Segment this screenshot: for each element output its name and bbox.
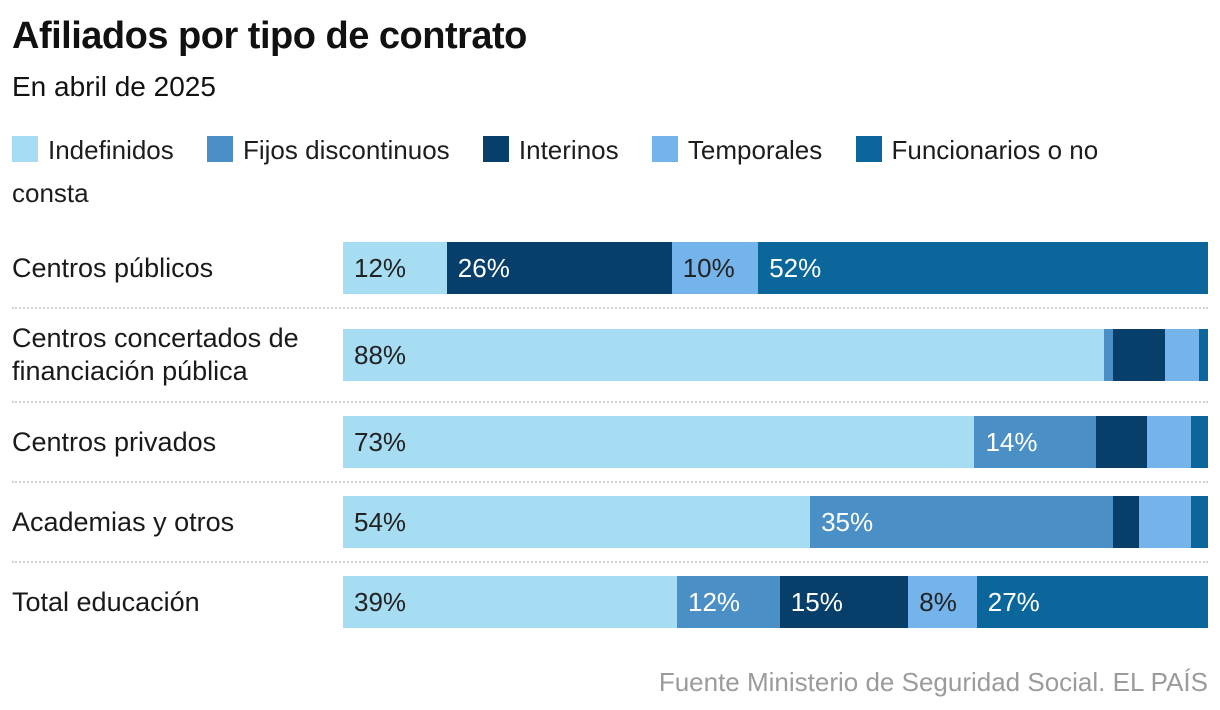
chart-row-centros-publicos: Centros públicos 12% 26% 10% 52% bbox=[12, 229, 1208, 310]
bar-segment-temporales: 8% bbox=[908, 576, 977, 629]
stacked-bar: 39% 12% 15% 8% 27% bbox=[343, 576, 1208, 629]
segment-value-label: 10% bbox=[682, 252, 735, 283]
bar-segment-indefinidos: 73% bbox=[343, 416, 975, 469]
stacked-bar: 12% 26% 10% 52% bbox=[343, 242, 1208, 295]
bar-segment-indefinidos: 39% bbox=[343, 576, 678, 629]
bar-segment-interinos: 26% bbox=[446, 242, 672, 295]
bar-segment-funcionarios-o-no-consta: 52% bbox=[758, 242, 1208, 295]
bar-segment-temporales bbox=[1138, 496, 1191, 549]
segment-value-label: 35% bbox=[821, 506, 874, 537]
row-label: Total educación bbox=[12, 586, 200, 617]
segment-value-label: 39% bbox=[354, 586, 407, 617]
legend-swatch-icon bbox=[12, 136, 38, 163]
segment-value-label: 52% bbox=[769, 252, 822, 283]
legend-swatch-icon bbox=[855, 136, 882, 163]
stacked-bar: 73% 14% bbox=[343, 416, 1208, 469]
bar-segment-temporales bbox=[1164, 329, 1200, 382]
segment-value-label: 8% bbox=[919, 586, 957, 617]
legend-item-fijos-discontinuos: Fijos discontinuos bbox=[181, 135, 450, 165]
segment-value-label: 26% bbox=[457, 252, 510, 283]
bar-segment-temporales bbox=[1147, 416, 1191, 469]
legend-swatch-icon bbox=[482, 136, 509, 163]
legend-item-funcionarios-o-no-consta: Funcionarios o no consta bbox=[12, 135, 1098, 208]
chart-row-total-educacion: Total educación 39% 12% 15% 8% 27% bbox=[12, 563, 1208, 641]
chart-row-centros-privados: Centros privados 73% 14% bbox=[12, 403, 1208, 484]
legend-swatch-icon bbox=[651, 136, 678, 163]
segment-value-label: 12% bbox=[688, 586, 741, 617]
bar-segment-funcionarios-o-no-consta bbox=[1190, 416, 1208, 469]
legend-label: Funcionarios o no consta bbox=[12, 135, 1099, 209]
chart: Centros públicos 12% 26% 10% 52% Centros conc… bbox=[12, 229, 1209, 641]
legend-item-interinos: Interinos bbox=[457, 135, 619, 165]
segment-value-label: 73% bbox=[354, 426, 407, 457]
bar-segment-interinos bbox=[1095, 416, 1148, 469]
segment-value-label: 15% bbox=[790, 586, 843, 617]
legend: Indefinidos Fijos discontinuos Interinos… bbox=[12, 129, 1147, 215]
bar-segment-funcionarios-o-no-consta bbox=[1199, 329, 1209, 382]
bar-segment-interinos: 15% bbox=[779, 576, 909, 629]
bar-segment-indefinidos: 88% bbox=[343, 329, 1105, 382]
row-label: Centros públicos bbox=[12, 252, 214, 283]
row-label: Centros privados bbox=[12, 426, 217, 457]
legend-item-temporales: Temporales bbox=[626, 135, 822, 165]
legend-label: Temporales bbox=[687, 135, 823, 166]
stacked-bar: 54% 35% bbox=[343, 496, 1208, 549]
page-subtitle: En abril de 2025 bbox=[12, 70, 216, 102]
source-note: Fuente Ministerio de Seguridad Social. E… bbox=[658, 667, 1208, 698]
bar-segment-fijos-discontinuos bbox=[1104, 329, 1113, 382]
bar-segment-fijos-discontinuos: 12% bbox=[677, 576, 780, 629]
segment-value-label: 88% bbox=[354, 339, 407, 370]
segment-value-label: 54% bbox=[354, 506, 407, 537]
bar-segment-temporales: 10% bbox=[671, 242, 759, 295]
stacked-bar: 88% bbox=[343, 329, 1209, 382]
legend-label: Fijos discontinuos bbox=[243, 135, 450, 166]
bar-segment-fijos-discontinuos: 14% bbox=[974, 416, 1096, 469]
legend-label: Indefinidos bbox=[48, 135, 174, 166]
bar-segment-fijos-discontinuos: 35% bbox=[810, 496, 1113, 549]
segment-value-label: 27% bbox=[987, 586, 1040, 617]
row-label: Academias y otros bbox=[12, 506, 235, 537]
chart-row-centros-concertados-de-financiacion-publica: Centros concertados de financiación públ… bbox=[12, 309, 1209, 404]
segment-value-label: 14% bbox=[985, 426, 1038, 457]
segment-value-label: 12% bbox=[354, 252, 407, 283]
legend-item-indefinidos: Indefinidos bbox=[12, 135, 174, 165]
bar-segment-funcionarios-o-no-consta bbox=[1190, 496, 1208, 549]
bar-segment-funcionarios-o-no-consta: 27% bbox=[976, 576, 1208, 629]
row-label: Centros concertados de financiación públ… bbox=[12, 323, 299, 387]
chart-row-academias-y-otros: Academias y otros 54% 35% bbox=[12, 483, 1208, 564]
bar-segment-indefinidos: 54% bbox=[343, 496, 811, 549]
legend-swatch-icon bbox=[207, 136, 233, 163]
bar-segment-interinos bbox=[1112, 496, 1139, 549]
page-title: Afiliados por tipo de contrato bbox=[12, 15, 527, 57]
bar-segment-interinos bbox=[1112, 329, 1165, 382]
legend-label: Interinos bbox=[518, 135, 619, 166]
bar-segment-indefinidos: 12% bbox=[343, 242, 447, 295]
